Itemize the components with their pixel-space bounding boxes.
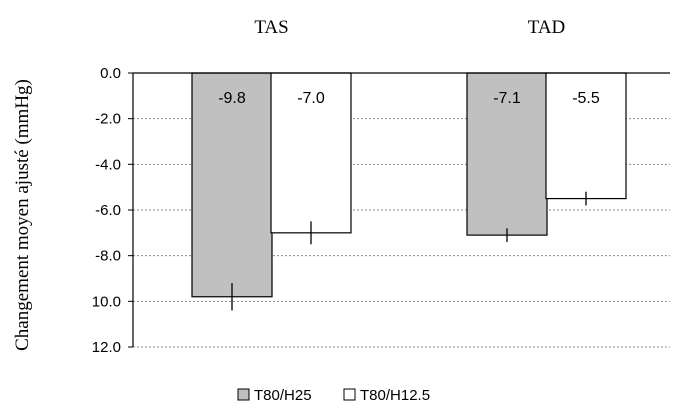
y-tick-label: -8.0 (95, 248, 121, 265)
data-label: -7.0 (297, 90, 325, 107)
y-axis-ticks: 0.0 -2.0 -4.0 -6.0 -8.0 10.0 12.0 (92, 65, 133, 356)
bars (191, 72, 627, 298)
legend-label: T80/H12.5 (360, 387, 430, 404)
data-labels: -9.8 -7.1 -7.0 -5.5 (218, 90, 600, 107)
data-label: -5.5 (572, 90, 600, 107)
category-label: TAD (528, 17, 566, 38)
legend-swatch (343, 388, 356, 401)
category-label: TAS (254, 17, 288, 38)
legend-swatch (237, 388, 250, 401)
data-label: -7.1 (493, 90, 521, 107)
bar-T80/H25-TAS (191, 72, 273, 298)
y-tick-label: -2.0 (95, 111, 121, 128)
category-labels: TAS TAD (254, 17, 565, 38)
legend: T80/H25 T80/H12.5 (237, 387, 430, 404)
y-tick-label: 10.0 (92, 293, 121, 310)
data-label: -9.8 (218, 90, 246, 107)
y-axis-title: Changement moyen ajusté (mmHg) (12, 79, 33, 351)
y-tick-label: -6.0 (95, 202, 121, 219)
y-tick-label: 0.0 (100, 65, 121, 82)
error-bars (231, 191, 587, 311)
legend-label: T80/H25 (254, 387, 312, 404)
y-tick-label: 12.0 (92, 339, 121, 356)
bar-T80/H12.5-TAD (545, 72, 627, 200)
y-tick-label: -4.0 (95, 156, 121, 173)
bar-T80/H12.5-TAS (270, 72, 352, 234)
bar-T80/H25-TAD (466, 72, 548, 236)
